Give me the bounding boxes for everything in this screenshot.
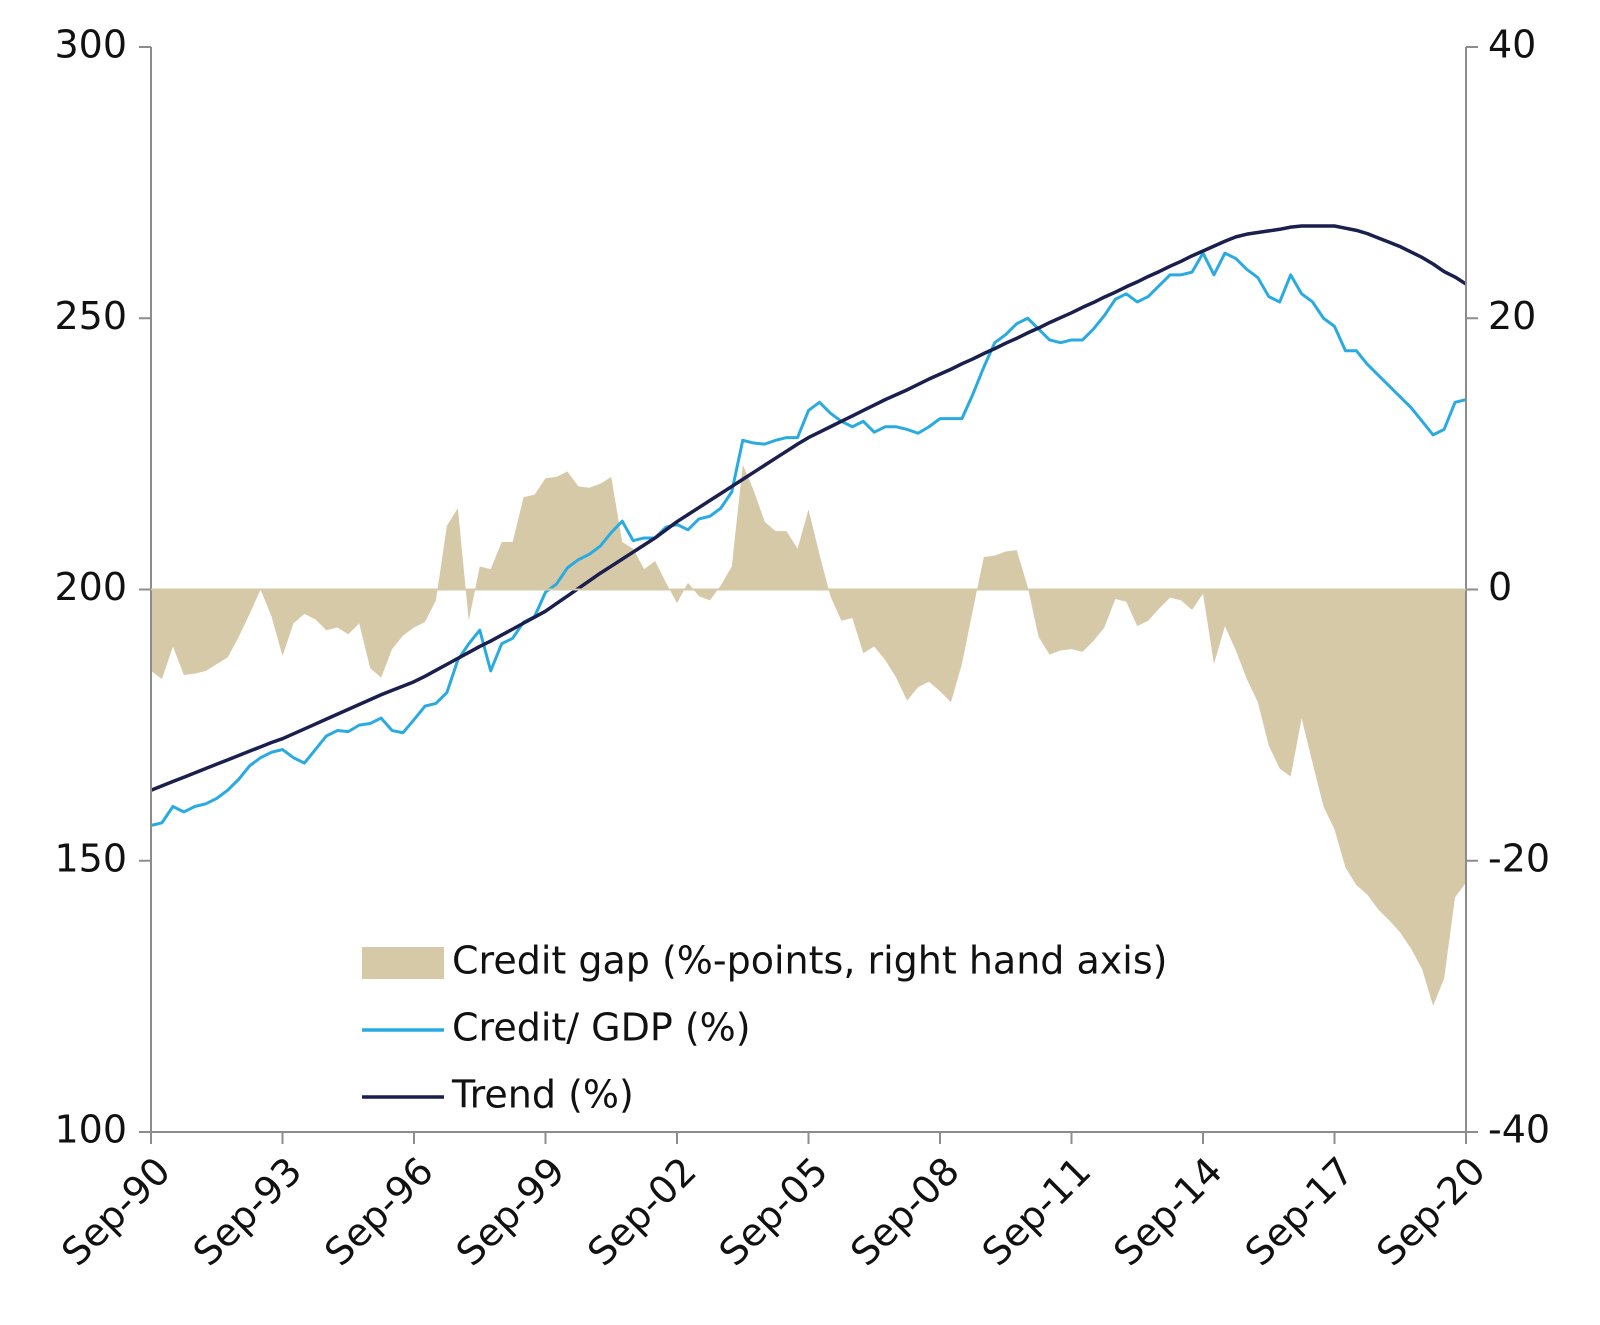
- y2-tick-label: -20: [1488, 836, 1550, 880]
- x-tick-label: Sep-05: [711, 1149, 837, 1275]
- x-tick-label: Sep-96: [316, 1149, 442, 1275]
- legend-swatch: [362, 947, 444, 979]
- y2-tick-label: 40: [1488, 23, 1536, 67]
- y-tick-label: 100: [54, 1108, 127, 1152]
- line: [150, 224, 1467, 792]
- legend-label: Credit gap (%-points, right hand axis): [452, 939, 1167, 983]
- legend-label: Credit/ GDP (%): [452, 1006, 751, 1050]
- legend-label: Trend (%): [451, 1073, 634, 1117]
- y2-tick-label: 20: [1488, 294, 1536, 338]
- y-tick-label: 250: [54, 294, 127, 338]
- x-tick-label: Sep-20: [1368, 1149, 1494, 1275]
- y2-tick-label: 0: [1488, 565, 1512, 609]
- y-tick-label: 150: [54, 836, 127, 880]
- y2-tick-label: -40: [1488, 1108, 1550, 1152]
- x-tick-label: Sep-02: [579, 1149, 705, 1275]
- line: [150, 251, 1467, 827]
- area: [151, 464, 1466, 1006]
- y-tick-label: 300: [54, 23, 127, 67]
- x-tick-label: Sep-11: [974, 1149, 1100, 1275]
- x-tick-label: Sep-17: [1237, 1149, 1363, 1275]
- x-tick-label: Sep-90: [53, 1149, 179, 1275]
- x-tick-label: Sep-14: [1105, 1149, 1231, 1275]
- y-tick-label: 200: [54, 565, 127, 609]
- x-tick-label: Sep-99: [448, 1149, 574, 1275]
- x-tick-label: Sep-08: [842, 1149, 968, 1275]
- x-tick-label: Sep-93: [185, 1149, 311, 1275]
